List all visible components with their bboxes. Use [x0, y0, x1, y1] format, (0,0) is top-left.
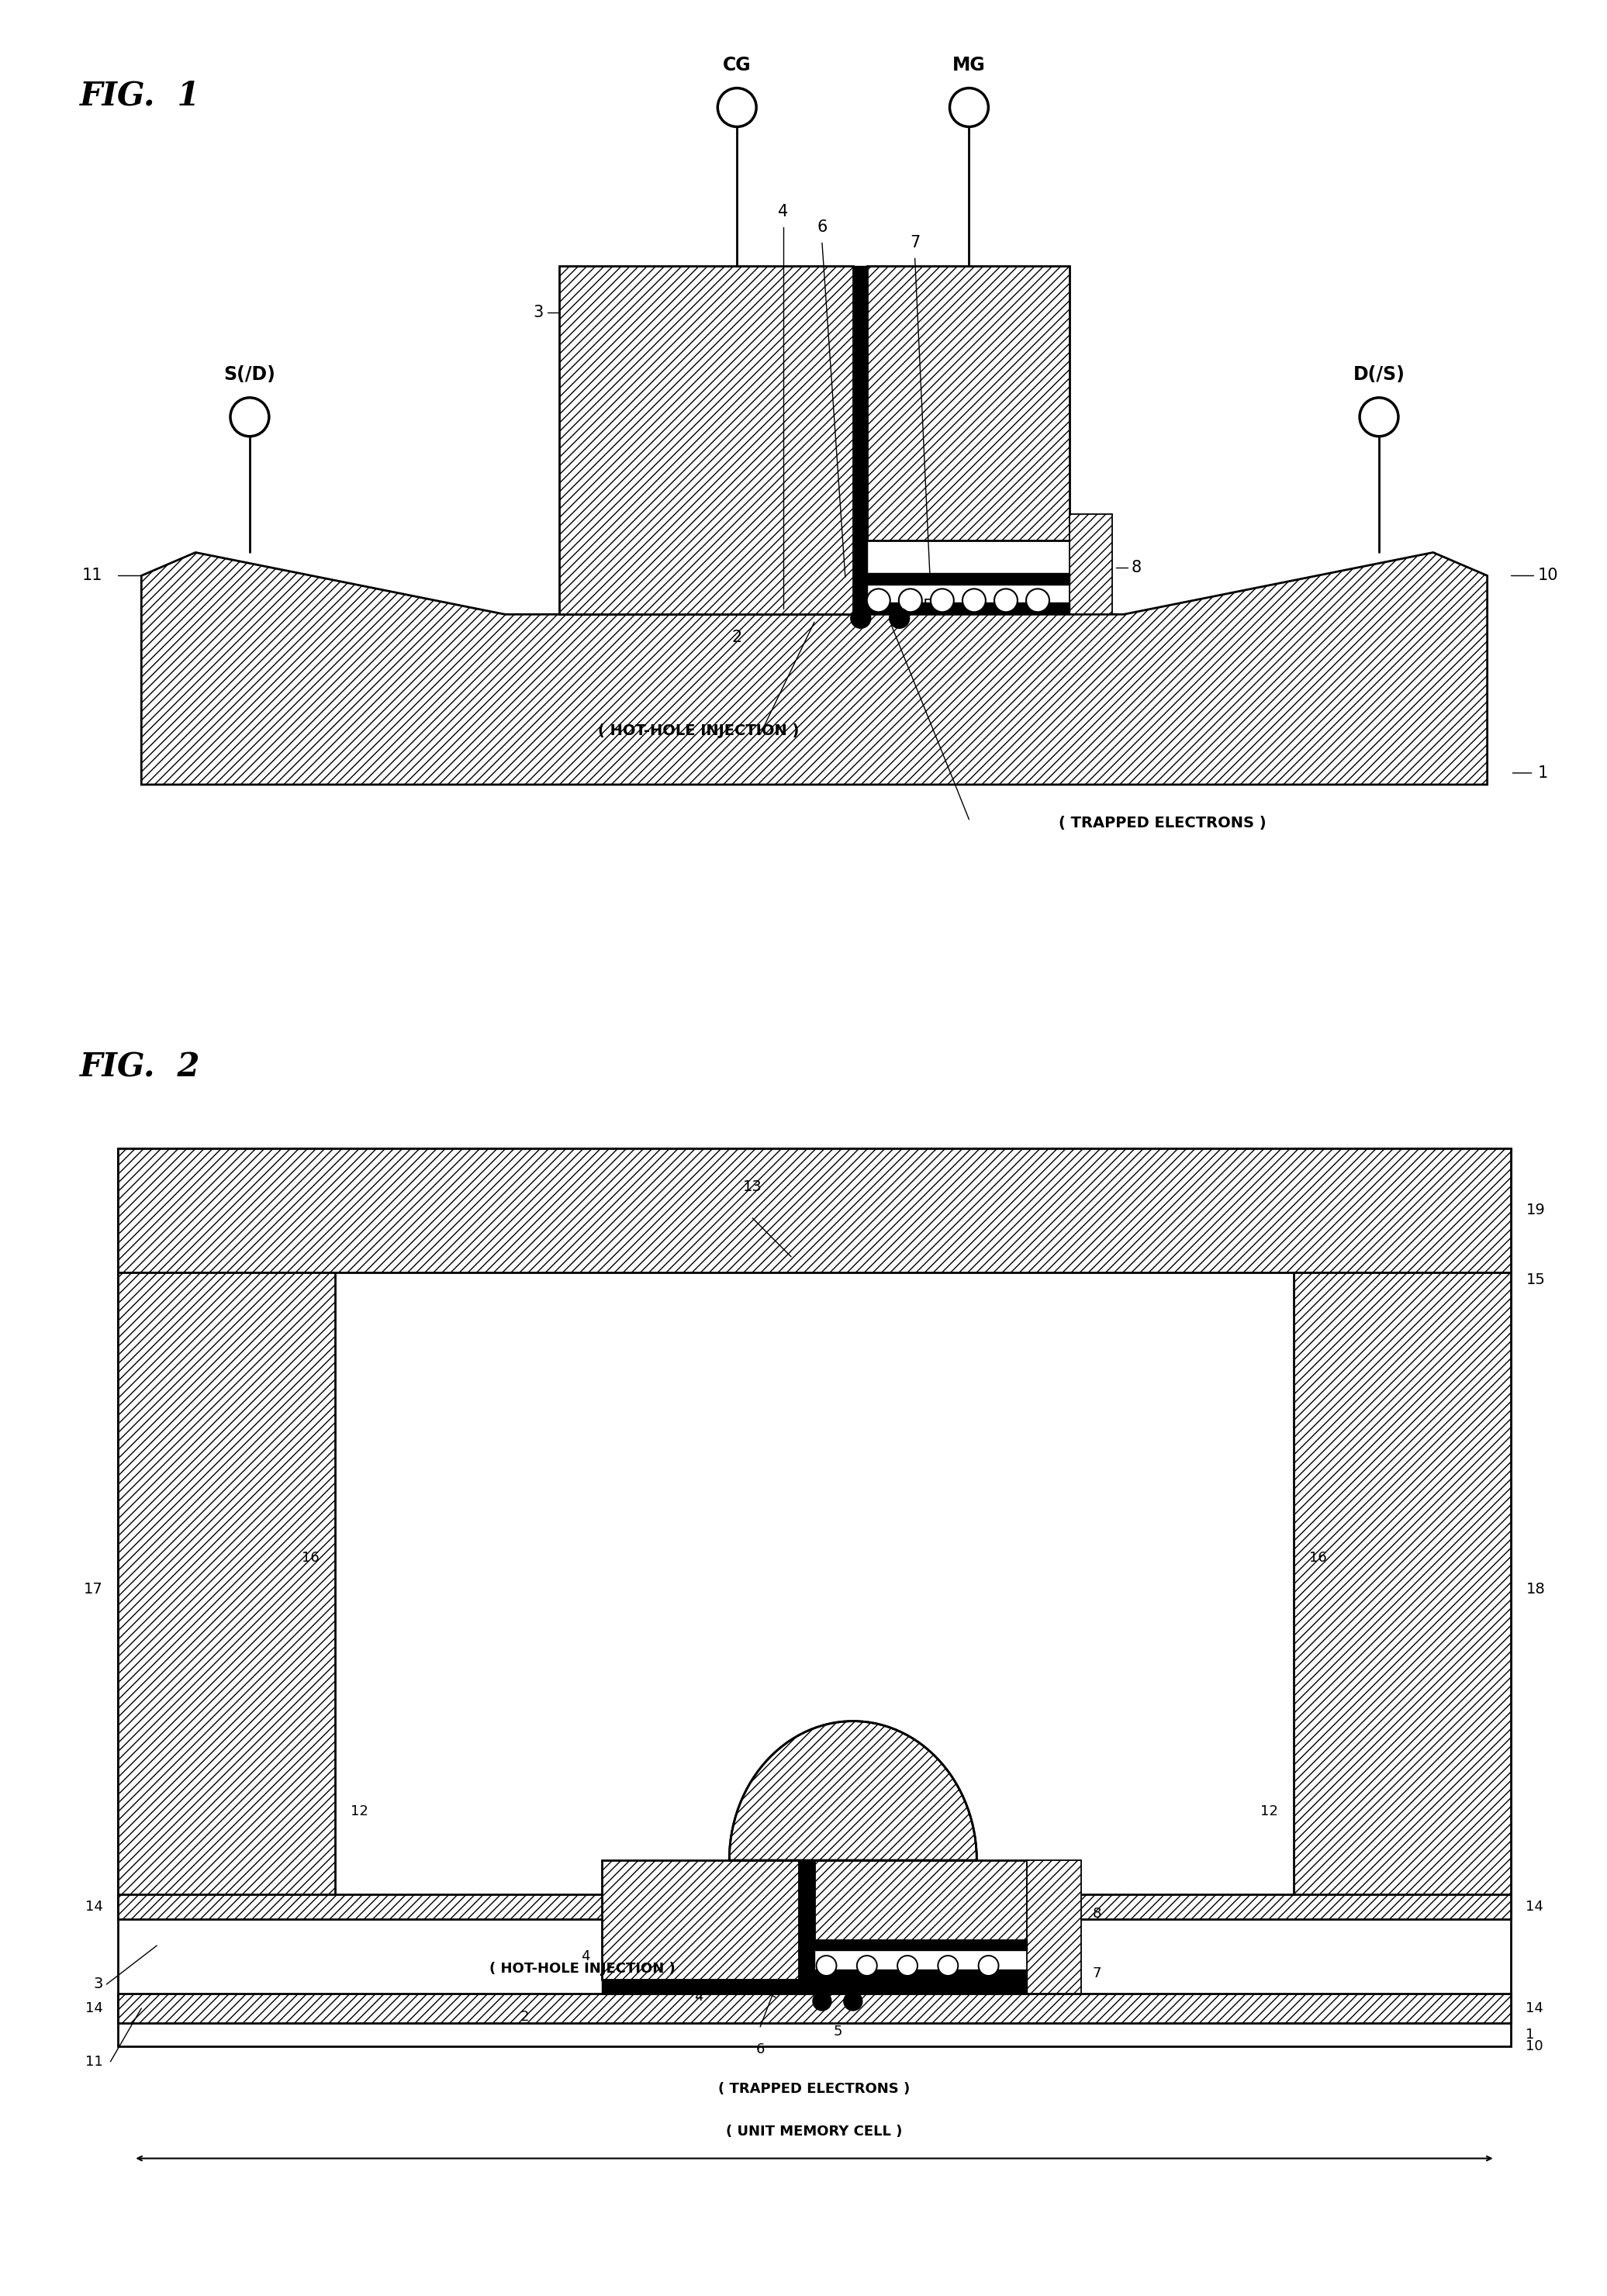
Text: 12: 12	[1260, 1805, 1279, 1818]
Bar	[119, 1894, 1511, 1919]
Text: 19: 19	[1527, 1203, 1546, 1217]
Circle shape	[816, 1956, 837, 1977]
Text: 12: 12	[350, 1805, 368, 1818]
Circle shape	[930, 588, 955, 613]
Text: 6: 6	[755, 2043, 765, 2057]
Text: 3: 3	[534, 305, 543, 319]
Text: D(/S): D(/S)	[1353, 365, 1405, 383]
Bar	[853, 266, 866, 615]
Bar	[1294, 1272, 1511, 1908]
Text: 3: 3	[93, 1977, 103, 1991]
Text: 5: 5	[922, 599, 934, 615]
Circle shape	[813, 1993, 831, 2011]
Text: 14: 14	[1527, 1899, 1544, 1915]
Text: 7: 7	[910, 234, 921, 250]
Text: CG: CG	[723, 55, 750, 73]
Circle shape	[1360, 397, 1398, 436]
Text: FIG.  2: FIG. 2	[79, 1052, 201, 1084]
Text: 11: 11	[85, 2055, 103, 2069]
Text: 10: 10	[1527, 2039, 1543, 2053]
Bar	[866, 266, 1070, 542]
Polygon shape	[730, 1722, 977, 1860]
Bar	[601, 1979, 1027, 1993]
Bar	[799, 1860, 815, 1979]
Bar	[815, 1970, 1027, 1979]
Bar	[559, 266, 853, 615]
Text: 14: 14	[85, 1899, 103, 1915]
Text: 2: 2	[731, 629, 742, 645]
Circle shape	[230, 397, 268, 436]
Text: ( TRAPPED ELECTRONS ): ( TRAPPED ELECTRONS )	[1059, 815, 1266, 831]
Text: 4: 4	[694, 1991, 702, 2004]
Text: 8: 8	[1093, 1906, 1102, 1922]
Text: 4: 4	[778, 204, 789, 220]
Text: 10: 10	[1538, 567, 1559, 583]
Text: 7: 7	[1093, 1968, 1102, 1981]
Bar	[815, 1940, 1027, 1949]
Bar	[601, 1860, 799, 1979]
Text: 13: 13	[742, 1180, 762, 1194]
Text: 4: 4	[582, 1949, 590, 1963]
Bar	[866, 604, 1070, 615]
Circle shape	[897, 1956, 918, 1977]
Circle shape	[718, 87, 757, 126]
Text: 2: 2	[519, 2009, 529, 2023]
Text: 15: 15	[1527, 1272, 1546, 1288]
Text: ( TRAPPED ELECTRONS ): ( TRAPPED ELECTRONS )	[718, 2082, 910, 2096]
Bar	[119, 1148, 1511, 1272]
Circle shape	[857, 1956, 877, 1977]
Text: ( HOT-HOLE INJECTION ): ( HOT-HOLE INJECTION )	[598, 723, 799, 737]
Bar	[119, 1148, 1511, 2046]
Circle shape	[889, 608, 910, 629]
Text: 14: 14	[85, 2002, 103, 2016]
Bar	[1027, 1860, 1082, 1993]
Circle shape	[995, 588, 1017, 613]
Circle shape	[898, 588, 922, 613]
Circle shape	[979, 1956, 998, 1977]
Text: 18: 18	[1527, 1582, 1546, 1598]
Text: S(/D): S(/D)	[223, 365, 276, 383]
Circle shape	[938, 1956, 958, 1977]
Bar	[866, 574, 1070, 585]
Bar	[119, 1993, 1511, 2023]
Circle shape	[950, 87, 988, 126]
Circle shape	[866, 588, 890, 613]
Circle shape	[844, 1993, 863, 2011]
Text: 1: 1	[1527, 2027, 1535, 2041]
Text: 11: 11	[82, 567, 103, 583]
Text: 5: 5	[832, 2025, 842, 2039]
Text: ( HOT-HOLE INJECTION ): ( HOT-HOLE INJECTION )	[489, 1961, 675, 1977]
Text: 1: 1	[1538, 765, 1548, 781]
Circle shape	[850, 608, 871, 629]
Bar	[815, 1860, 1027, 1940]
Text: FIG.  1: FIG. 1	[79, 80, 201, 113]
Text: 16: 16	[1310, 1550, 1327, 1566]
Text: 6: 6	[816, 220, 828, 234]
Text: 16: 16	[302, 1550, 320, 1566]
Text: 17: 17	[84, 1582, 103, 1598]
Text: 14: 14	[1527, 2002, 1544, 2016]
Text: MG: MG	[953, 55, 985, 73]
Text: 8: 8	[1131, 560, 1141, 576]
Polygon shape	[141, 553, 1486, 785]
Bar	[119, 1272, 334, 1908]
Text: ( UNIT MEMORY CELL ): ( UNIT MEMORY CELL )	[726, 2124, 903, 2138]
Circle shape	[1027, 588, 1049, 613]
Bar	[1070, 514, 1112, 615]
Circle shape	[963, 588, 985, 613]
